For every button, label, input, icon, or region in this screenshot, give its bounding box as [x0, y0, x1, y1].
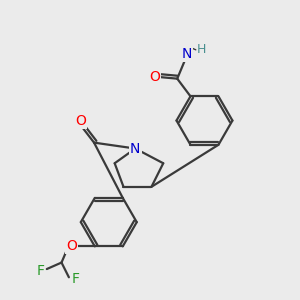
Text: N: N — [182, 46, 192, 61]
Text: O: O — [75, 114, 86, 128]
Text: H: H — [196, 43, 206, 56]
Text: N: N — [130, 142, 140, 155]
Text: O: O — [66, 239, 77, 254]
Text: F: F — [36, 263, 44, 278]
Text: O: O — [149, 70, 160, 84]
Text: F: F — [71, 272, 80, 286]
